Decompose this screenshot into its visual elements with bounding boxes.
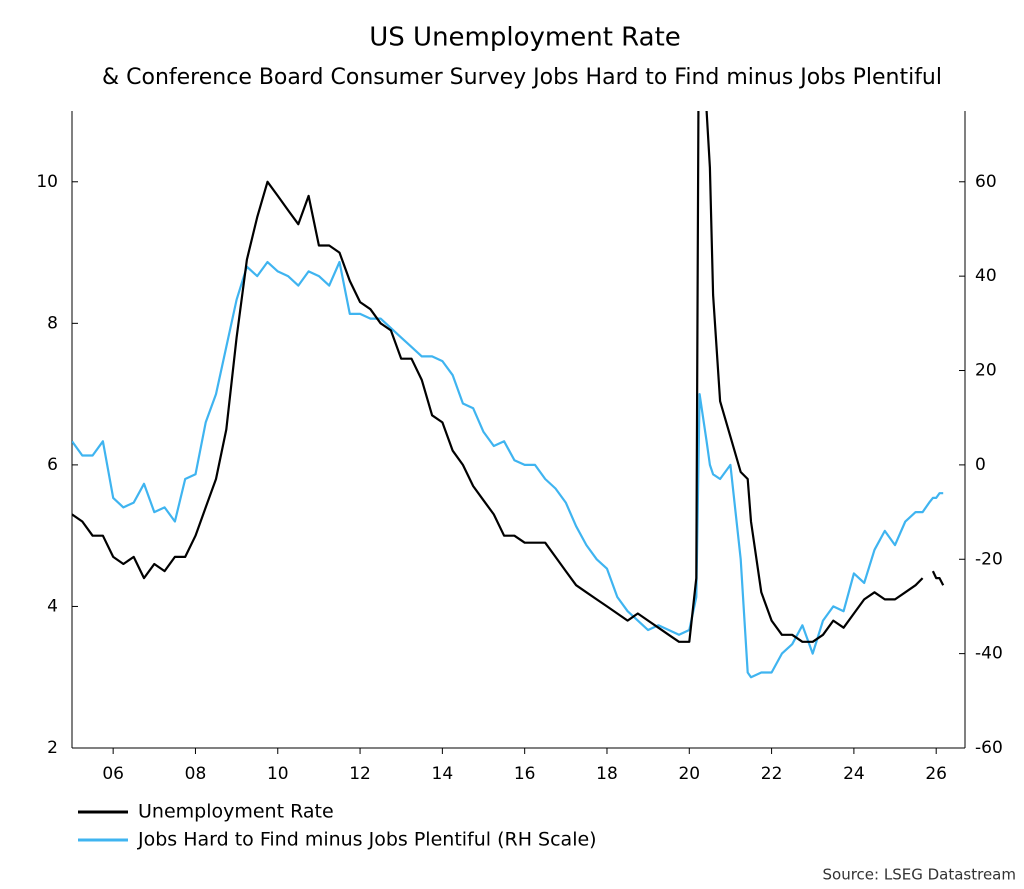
x-tick-label: 26 <box>925 764 947 784</box>
series-line <box>931 570 945 586</box>
x-tick-label: 12 <box>349 764 371 784</box>
x-tick-label: 08 <box>185 764 207 784</box>
series-line <box>72 260 944 679</box>
x-tick-label: 18 <box>596 764 618 784</box>
y2-tick-label: -60 <box>975 738 1003 758</box>
x-tick-label: 22 <box>761 764 783 784</box>
source-note: Source: LSEG Datastream <box>823 866 1016 884</box>
y2-tick-label: 40 <box>975 266 997 286</box>
y-tick-label: 2 <box>47 738 58 758</box>
chart-title: US Unemployment Rate <box>369 23 681 53</box>
x-tick-label: 10 <box>267 764 289 784</box>
y2-tick-label: 0 <box>975 455 986 475</box>
x-tick-label: 20 <box>678 764 700 784</box>
series-line <box>72 111 924 643</box>
y-tick-label: 6 <box>47 455 58 475</box>
y-tick-label: 4 <box>47 596 58 616</box>
chart-subtitle: & Conference Board Consumer Survey Jobs … <box>102 65 942 90</box>
y-tick-label: 8 <box>47 313 58 333</box>
x-tick-label: 24 <box>843 764 865 784</box>
y-tick-label: 10 <box>36 172 58 192</box>
x-tick-label: 16 <box>514 764 536 784</box>
y2-tick-label: -40 <box>975 644 1003 664</box>
x-tick-label: 06 <box>102 764 124 784</box>
y2-tick-label: 60 <box>975 172 997 192</box>
y2-tick-label: -20 <box>975 549 1003 569</box>
legend-label: Jobs Hard to Find minus Jobs Plentiful (… <box>137 829 597 851</box>
plot-area <box>72 111 945 679</box>
legend-label: Unemployment Rate <box>138 801 334 823</box>
y2-tick-label: 20 <box>975 361 997 381</box>
x-tick-label: 14 <box>432 764 454 784</box>
